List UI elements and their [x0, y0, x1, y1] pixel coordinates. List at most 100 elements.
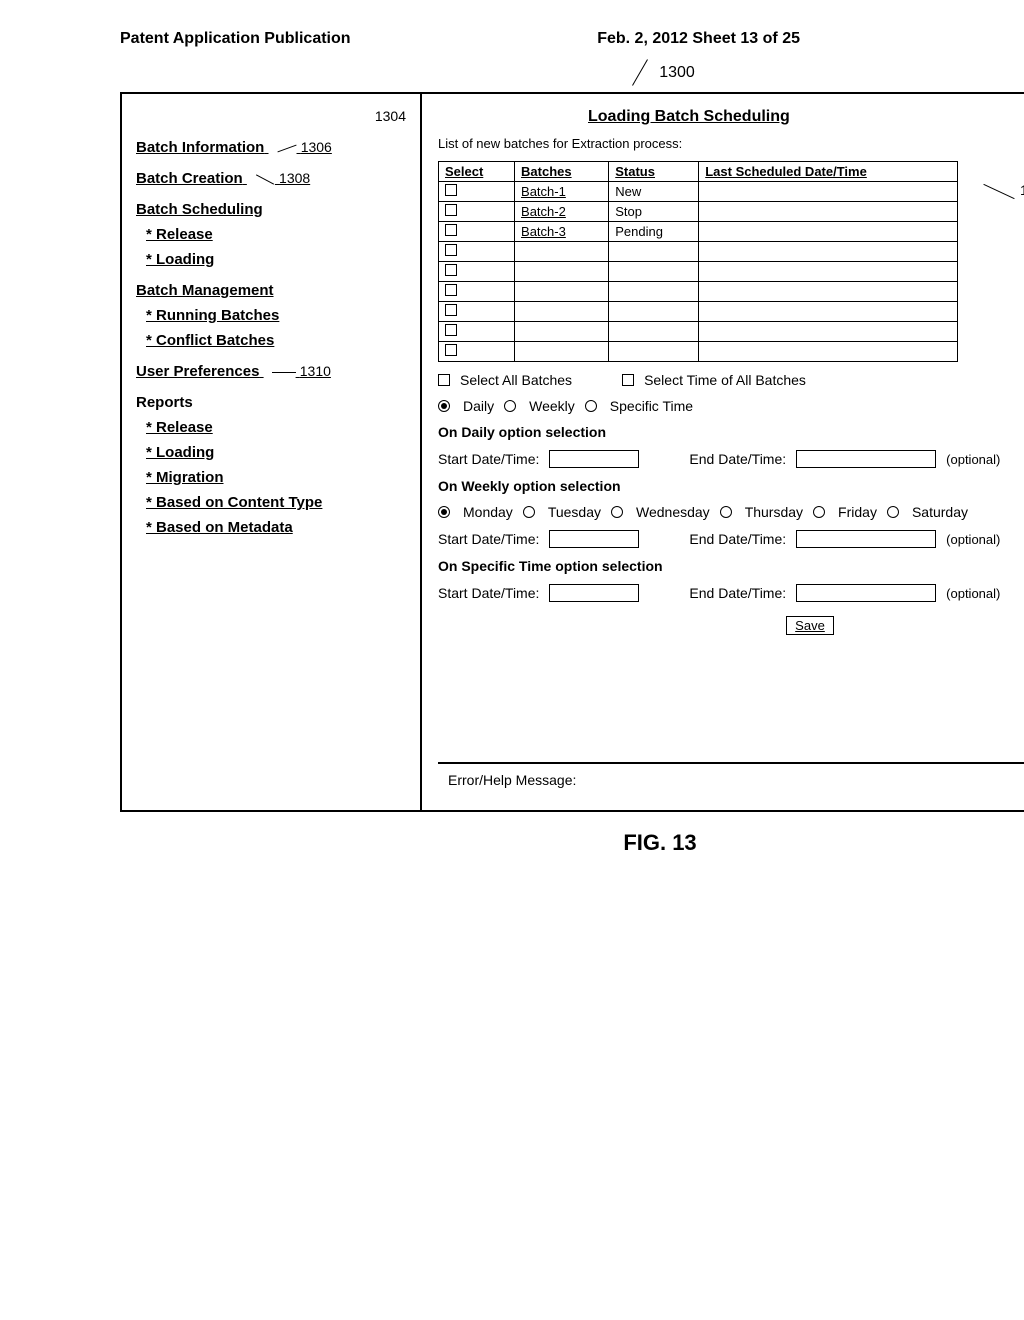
row-select-checkbox[interactable] [445, 284, 457, 296]
weekly-start-input[interactable] [549, 530, 639, 548]
weekly-end-input[interactable] [796, 530, 936, 548]
freq-daily-radio[interactable] [438, 400, 450, 412]
specific-end-label: End Date/Time: [689, 585, 786, 601]
row-select-checkbox[interactable] [445, 244, 457, 256]
sidebar: 1304 Batch Information 1306 Batch Creati… [122, 94, 422, 810]
col-last: Last Scheduled Date/Time [699, 162, 958, 182]
daily-end-label: End Date/Time: [689, 451, 786, 467]
freq-weekly-radio[interactable] [504, 400, 516, 412]
header-center: Feb. 2, 2012 Sheet 13 of 25 [597, 30, 800, 48]
table-row [439, 342, 958, 362]
publication-header: Patent Application Publication Feb. 2, 2… [0, 0, 1024, 58]
row-status [609, 282, 699, 302]
sidebar-report-release[interactable]: * Release [146, 419, 406, 436]
row-status [609, 242, 699, 262]
sidebar-release[interactable]: * Release [146, 226, 406, 243]
sidebar-report-metadata[interactable]: * Based on Metadata [146, 519, 406, 536]
specific-end-input[interactable] [796, 584, 936, 602]
specific-optional: (optional) [946, 586, 1000, 601]
main-panel: Loading Batch Scheduling Welcome Admin U… [422, 94, 1024, 810]
row-status [609, 262, 699, 282]
row-last [699, 182, 958, 202]
row-select-checkbox[interactable] [445, 304, 457, 316]
weekly-optional: (optional) [946, 532, 1000, 547]
row-batch[interactable]: Batch-3 [515, 222, 609, 242]
table-row [439, 282, 958, 302]
row-last [699, 242, 958, 262]
row-batch [515, 262, 609, 282]
row-select-checkbox[interactable] [445, 204, 457, 216]
row-batch[interactable]: Batch-2 [515, 202, 609, 222]
table-row: Batch-2Stop [439, 202, 958, 222]
weekday-radio-monday[interactable] [438, 506, 450, 518]
row-batch [515, 342, 609, 362]
row-status: New [609, 182, 699, 202]
sidebar-batch-creation[interactable]: Batch Creation 1308 [136, 170, 406, 187]
row-batch [515, 282, 609, 302]
ref-1308: 1308 [255, 170, 310, 187]
sidebar-report-loading[interactable]: * Loading [146, 444, 406, 461]
specific-heading: On Specific Time option selection [438, 558, 663, 574]
sidebar-reports[interactable]: Reports [136, 394, 406, 411]
sidebar-loading[interactable]: * Loading [146, 251, 406, 268]
row-select-checkbox[interactable] [445, 264, 457, 276]
freq-daily-label: Daily [463, 398, 494, 414]
sidebar-conflict-batches[interactable]: * Conflict Batches [146, 332, 406, 349]
error-help-bar: Error/Help Message: [438, 762, 1024, 796]
table-row [439, 262, 958, 282]
select-all-label: Select All Batches [460, 372, 572, 388]
col-batches: Batches [515, 162, 609, 182]
table-row: Batch-1New [439, 182, 958, 202]
table-row [439, 302, 958, 322]
sidebar-report-content-type[interactable]: * Based on Content Type [146, 494, 406, 511]
save-button[interactable]: Save [786, 616, 834, 635]
weekday-radio-wednesday[interactable] [611, 506, 623, 518]
table-row [439, 322, 958, 342]
row-select-checkbox[interactable] [445, 344, 457, 356]
header-left: Patent Application Publication [120, 30, 351, 48]
row-select-checkbox[interactable] [445, 184, 457, 196]
figure-caption: FIG. 13 [0, 830, 1024, 856]
ref-1306: 1306 [277, 139, 332, 156]
daily-end-input[interactable] [796, 450, 936, 468]
weekday-radio-tuesday[interactable] [523, 506, 535, 518]
row-select-checkbox[interactable] [445, 224, 457, 236]
freq-specific-radio[interactable] [585, 400, 597, 412]
sidebar-running-batches[interactable]: * Running Batches [146, 307, 406, 324]
weekday-label-wednesday: Wednesday [636, 504, 710, 520]
row-batch [515, 322, 609, 342]
weekday-radio-friday[interactable] [813, 506, 825, 518]
weekday-radio-saturday[interactable] [887, 506, 899, 518]
row-last [699, 342, 958, 362]
page-title: Loading Batch Scheduling [588, 108, 790, 126]
row-batch[interactable]: Batch-1 [515, 182, 609, 202]
specific-start-input[interactable] [549, 584, 639, 602]
ref-1302: 1302 [982, 182, 1024, 198]
sidebar-batch-scheduling[interactable]: Batch Scheduling [136, 201, 406, 218]
ref-1304: 1304 [136, 108, 406, 125]
row-last [699, 222, 958, 242]
sidebar-user-preferences[interactable]: User Preferences 1310 [136, 363, 406, 380]
table-row [439, 242, 958, 262]
row-status: Pending [609, 222, 699, 242]
row-status: Stop [609, 202, 699, 222]
error-help-label: Error/Help Message: [448, 772, 576, 788]
ref-1310: 1310 [272, 363, 331, 380]
select-all-checkbox[interactable] [438, 374, 450, 386]
sidebar-batch-information[interactable]: Batch Information 1306 [136, 139, 406, 156]
row-batch [515, 242, 609, 262]
app-frame: 1304 Batch Information 1306 Batch Creati… [120, 92, 1024, 812]
sidebar-report-migration[interactable]: * Migration [146, 469, 406, 486]
freq-specific-label: Specific Time [610, 398, 693, 414]
table-row: Batch-3Pending [439, 222, 958, 242]
col-select: Select [439, 162, 515, 182]
sidebar-batch-management[interactable]: Batch Management [136, 282, 406, 299]
row-last [699, 202, 958, 222]
weekly-heading: On Weekly option selection [438, 478, 621, 494]
weekday-label-saturday: Saturday [912, 504, 968, 520]
row-select-checkbox[interactable] [445, 324, 457, 336]
select-time-checkbox[interactable] [622, 374, 634, 386]
daily-start-input[interactable] [549, 450, 639, 468]
weekday-label-thursday: Thursday [745, 504, 803, 520]
weekday-radio-thursday[interactable] [720, 506, 732, 518]
